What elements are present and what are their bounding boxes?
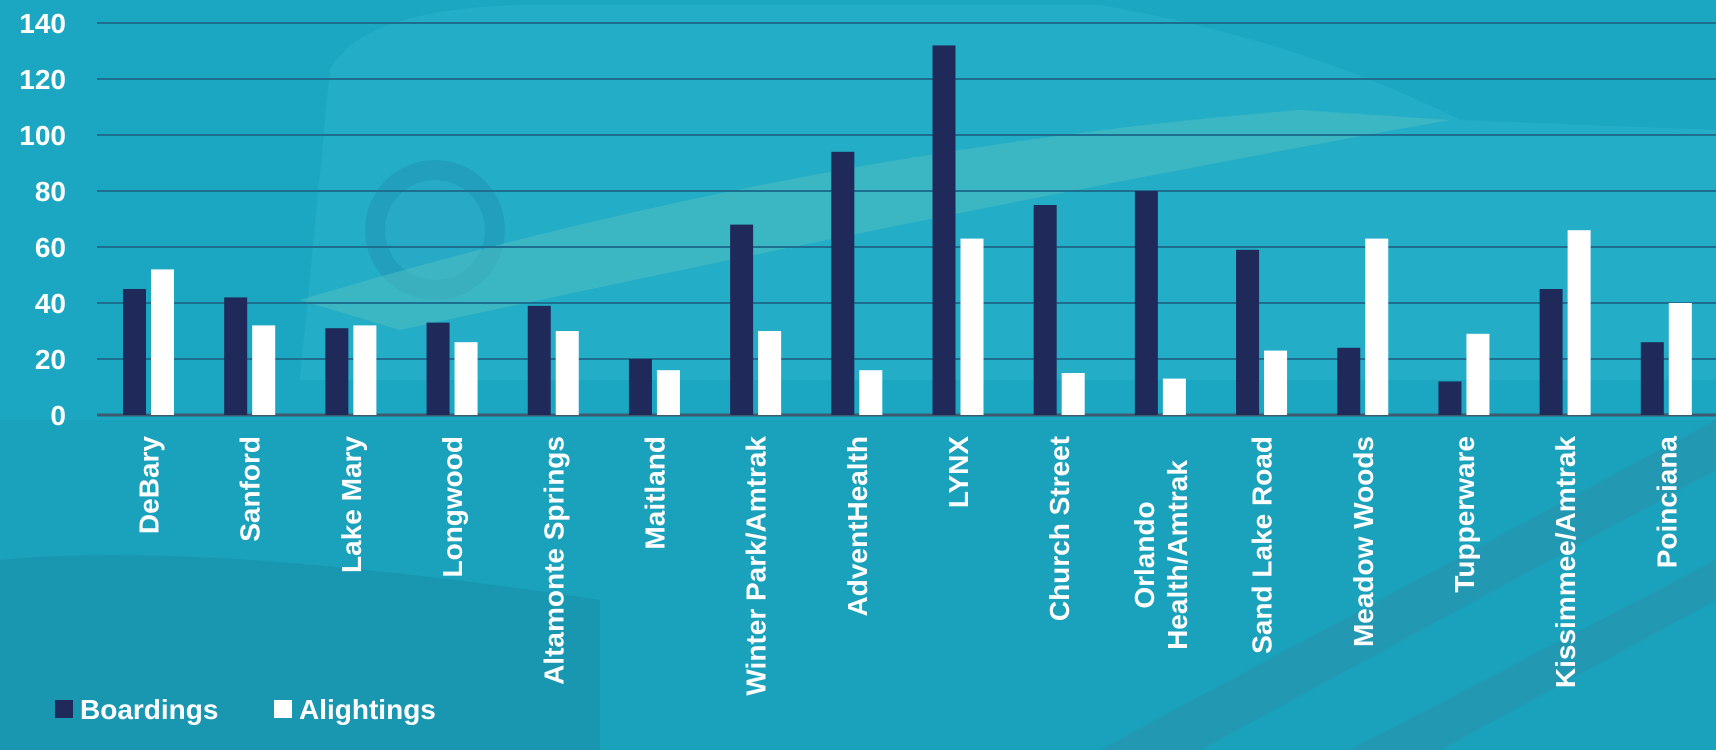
legend-label-alightings: Alightings — [299, 694, 436, 725]
bar-boardings — [527, 305, 551, 415]
x-category-label-line: Church Street — [1044, 436, 1075, 621]
x-category-label-line: Poinciana — [1651, 436, 1682, 569]
x-category-label-line: AdventHealth — [842, 436, 873, 616]
bar-alightings — [1668, 303, 1692, 415]
bar-boardings — [1134, 191, 1158, 415]
x-category-label-line: Winter Park/Amtrak — [741, 436, 772, 696]
bar-alightings — [960, 238, 984, 415]
bar-boardings — [1033, 205, 1057, 415]
bar-boardings — [628, 359, 652, 415]
x-category-label: Church Street — [1044, 436, 1075, 621]
x-category-label-line: Sand Lake Road — [1247, 436, 1278, 654]
bar-boardings — [325, 328, 349, 415]
x-category-label-line: Tupperware — [1449, 436, 1480, 593]
x-category-label-line: LYNX — [943, 436, 974, 508]
x-category-label: Lake Mary — [336, 436, 367, 573]
y-tick-label: 40 — [35, 288, 66, 319]
y-tick-label: 20 — [35, 344, 66, 375]
y-tick-label: 60 — [35, 232, 66, 263]
x-category-label-line: Orlando — [1129, 501, 1160, 608]
x-category-label: Tupperware — [1449, 436, 1480, 593]
x-category-label-line: Longwood — [437, 436, 468, 578]
y-tick-label: 80 — [35, 176, 66, 207]
x-category-label-line: Sanford — [235, 436, 266, 542]
bar-boardings — [1539, 289, 1563, 415]
x-category-label: LYNX — [943, 436, 974, 508]
x-category-label-line: Maitland — [639, 436, 670, 550]
bar-alightings — [656, 370, 680, 415]
x-category-label: Maitland — [639, 436, 670, 550]
x-category-label: Sanford — [235, 436, 266, 542]
x-category-label: AdventHealth — [842, 436, 873, 616]
x-category-label-line: DeBary — [134, 436, 165, 534]
y-tick-label: 100 — [19, 120, 66, 151]
bar-boardings — [932, 45, 956, 416]
legend-label-boardings: Boardings — [80, 694, 218, 725]
bar-boardings — [1640, 342, 1664, 415]
x-category-label-line: Altamonte Springs — [538, 436, 569, 685]
bar-boardings — [123, 289, 146, 415]
x-category-label: Poinciana — [1651, 436, 1682, 569]
x-category-label: DeBary — [134, 436, 165, 534]
bar-alightings — [1466, 333, 1490, 415]
bar-alightings — [454, 342, 478, 415]
x-category-label: Sand Lake Road — [1247, 436, 1278, 654]
bar-boardings — [426, 322, 450, 415]
x-category-label-line: Meadow Woods — [1348, 436, 1379, 647]
bar-boardings — [1438, 381, 1462, 415]
x-category-label: Meadow Woods — [1348, 436, 1379, 647]
x-category-label: Altamonte Springs — [538, 436, 569, 685]
bar-alightings — [1264, 350, 1288, 415]
bar-alightings — [1061, 373, 1085, 415]
bar-boardings — [1337, 347, 1361, 415]
x-category-label-line: Kissimmee/Amtrak — [1550, 436, 1581, 689]
bar-alightings — [1567, 230, 1591, 415]
x-category-label: Kissimmee/Amtrak — [1550, 436, 1581, 689]
x-category-label: OrlandoHealth/Amtrak — [1129, 460, 1193, 650]
bar-alightings — [252, 325, 276, 415]
y-tick-label: 0 — [50, 400, 66, 431]
bar-alightings — [353, 325, 377, 415]
bar-alightings — [1365, 238, 1389, 415]
bar-alightings — [758, 331, 782, 415]
bar-alightings — [151, 269, 174, 415]
bar-alightings — [555, 331, 579, 415]
bar-boardings — [224, 297, 248, 415]
bar-boardings — [831, 151, 855, 416]
y-tick-label: 140 — [19, 8, 66, 39]
bar-alightings — [859, 370, 883, 415]
bar-alightings — [1162, 378, 1186, 415]
legend-swatch-alightings — [274, 700, 292, 718]
x-category-label: Longwood — [437, 436, 468, 578]
x-category-label: Winter Park/Amtrak — [741, 436, 772, 696]
x-category-label-line: Lake Mary — [336, 436, 367, 573]
legend-swatch-boardings — [55, 700, 73, 718]
y-tick-label: 120 — [19, 64, 66, 95]
bar-boardings — [730, 224, 754, 415]
bar-boardings — [1236, 249, 1260, 415]
x-category-label-line: Health/Amtrak — [1162, 460, 1193, 650]
